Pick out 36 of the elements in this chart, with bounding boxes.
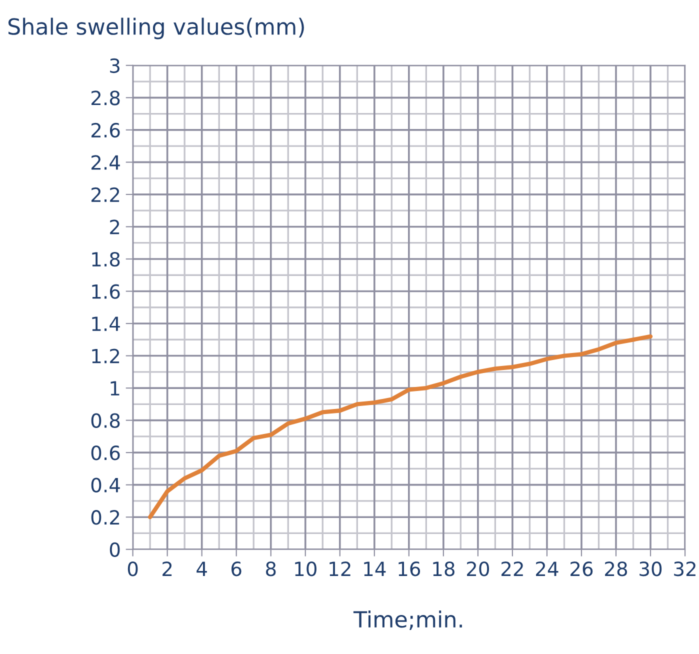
x-tick-label: 30: [640, 562, 662, 576]
y-tick-label: 1.6: [92, 284, 120, 299]
y-tick-label: 1.2: [92, 348, 120, 364]
y-tick-label: 0: [110, 542, 120, 558]
y-tick-label: 0.6: [91, 446, 120, 460]
x-axis-title: Time;min.: [353, 610, 462, 630]
y-tick-label: 0.2: [91, 510, 120, 525]
x-tick-label: 10: [295, 562, 316, 576]
x-tick-label: 22: [502, 562, 523, 576]
x-tick-label: 20: [466, 562, 490, 576]
x-tick-label: 6: [232, 562, 242, 576]
y-tick-label: 2.6: [92, 122, 120, 138]
y-axis-title: Shale swelling values(mm): [8, 18, 304, 40]
x-tick-label: 24: [536, 562, 558, 576]
x-tick-label: 16: [398, 562, 420, 576]
y-tick-label: 1.4: [92, 316, 120, 331]
y-tick-label: 3: [110, 58, 120, 74]
y-tick-label: 1.8: [92, 252, 120, 267]
x-tick-label: 2: [162, 562, 172, 576]
x-tick-label: 4: [196, 562, 207, 576]
x-tick-label: 8: [266, 562, 276, 576]
y-tick-label: 0.8: [91, 413, 120, 428]
line-series: [148, 334, 653, 520]
y-tick-label: 1: [110, 381, 120, 396]
x-tick-label: 0: [128, 562, 138, 576]
x-tick-label: 18: [433, 562, 454, 576]
y-tick-label: 2.2: [92, 187, 120, 202]
x-tick-label: 14: [364, 562, 386, 576]
x-tick-label: 28: [605, 562, 628, 576]
x-tick-label: 26: [570, 562, 593, 576]
x-tick-label: 12: [330, 562, 350, 576]
y-tick-label: 2.4: [92, 155, 120, 170]
y-tick-label: 2: [110, 220, 120, 234]
x-tick-label: 32: [674, 562, 696, 576]
y-tick-label: 0.4: [91, 478, 120, 492]
y-tick-label: 2.8: [92, 90, 120, 106]
